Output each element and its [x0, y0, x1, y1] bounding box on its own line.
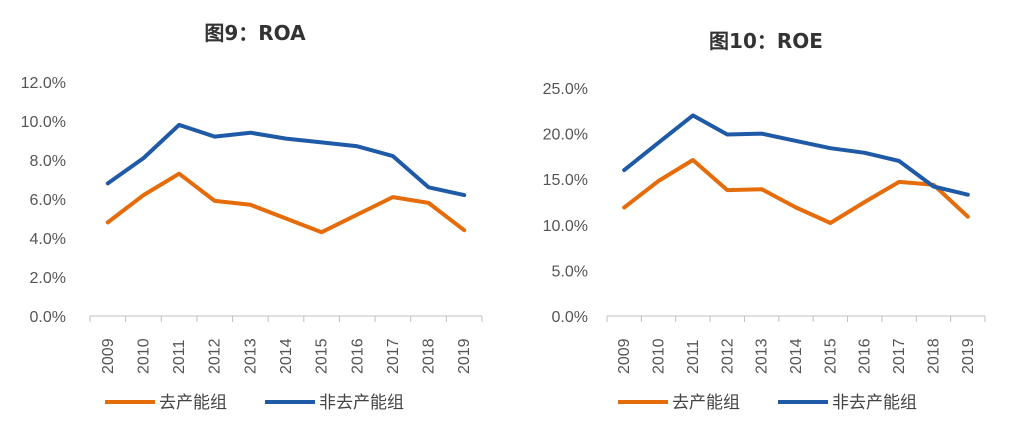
y-tick-label: 2.0% — [30, 270, 66, 287]
y-tick-label: 0.0% — [30, 309, 66, 326]
y-tick-label: 25.0% — [543, 81, 588, 98]
x-tick-label: 2009 — [616, 338, 633, 374]
x-tick-label: 2010 — [135, 338, 152, 374]
x-tick-label: 2015 — [314, 338, 331, 374]
y-tick-label: 12.0% — [21, 75, 66, 92]
x-tick-label: 2019 — [456, 338, 473, 374]
x-tick-label: 2019 — [960, 338, 977, 374]
legend-entry-1: 去产能组 — [618, 393, 740, 413]
chart-title: 图9：ROA — [204, 21, 306, 45]
x-tick-label: 2016 — [857, 338, 874, 374]
x-tick-label: 2017 — [385, 338, 402, 374]
chart-title: 图10：ROE — [709, 29, 823, 53]
series-line-1 — [105, 171, 467, 235]
legend-entry-2: 非去产能组 — [778, 393, 917, 413]
legend-label: 去产能组 — [159, 393, 227, 413]
series-line-2 — [105, 122, 467, 198]
chart-1: 图9：ROA 0.0% 2.0% 4.0% 6.0% 8.0% 10.0% 12.0% 2009… — [21, 21, 483, 413]
x-tick-label: 2012 — [719, 338, 736, 374]
x-tick-label: 2018 — [925, 338, 942, 374]
y-tick-label: 6.0% — [30, 192, 66, 209]
x-tick-label: 2018 — [421, 338, 438, 374]
series-line-1 — [622, 158, 970, 225]
x-tick-label: 2014 — [788, 338, 805, 374]
y-tick-label: 0.0% — [552, 309, 588, 326]
x-tick-label: 2013 — [754, 338, 771, 374]
x-tick-label: 2009 — [100, 338, 117, 374]
x-tick-label: 2014 — [278, 338, 295, 374]
x-tick-label: 2015 — [822, 338, 839, 374]
legend-label: 去产能组 — [672, 393, 740, 413]
y-tick-label: 10.0% — [543, 218, 588, 235]
y-tick-label: 20.0% — [543, 127, 588, 144]
legend-label: 非去产能组 — [832, 393, 917, 413]
chart-2: 图10：ROE 0.0% 5.0% 10.0% 15.0% 20.0% 25.0% 2009 2… — [543, 29, 986, 413]
legend-label: 非去产能组 — [319, 393, 404, 413]
x-tick-label: 2012 — [207, 338, 224, 374]
series-line-2 — [622, 113, 970, 197]
y-tick-label: 15.0% — [543, 172, 588, 189]
x-tick-label: 2011 — [685, 339, 702, 374]
y-tick-label: 8.0% — [30, 153, 66, 170]
y-tick-label: 4.0% — [30, 231, 66, 248]
x-tick-label: 2016 — [349, 338, 366, 374]
x-tick-label: 2017 — [891, 338, 908, 374]
x-tick-label: 2010 — [651, 338, 668, 374]
x-tick-label: 2013 — [242, 338, 259, 374]
y-tick-label: 10.0% — [21, 114, 66, 131]
legend-entry-2: 非去产能组 — [265, 393, 404, 413]
y-tick-label: 5.0% — [552, 263, 588, 280]
legend-entry-1: 去产能组 — [105, 393, 227, 413]
x-tick-label: 2011 — [171, 339, 188, 374]
